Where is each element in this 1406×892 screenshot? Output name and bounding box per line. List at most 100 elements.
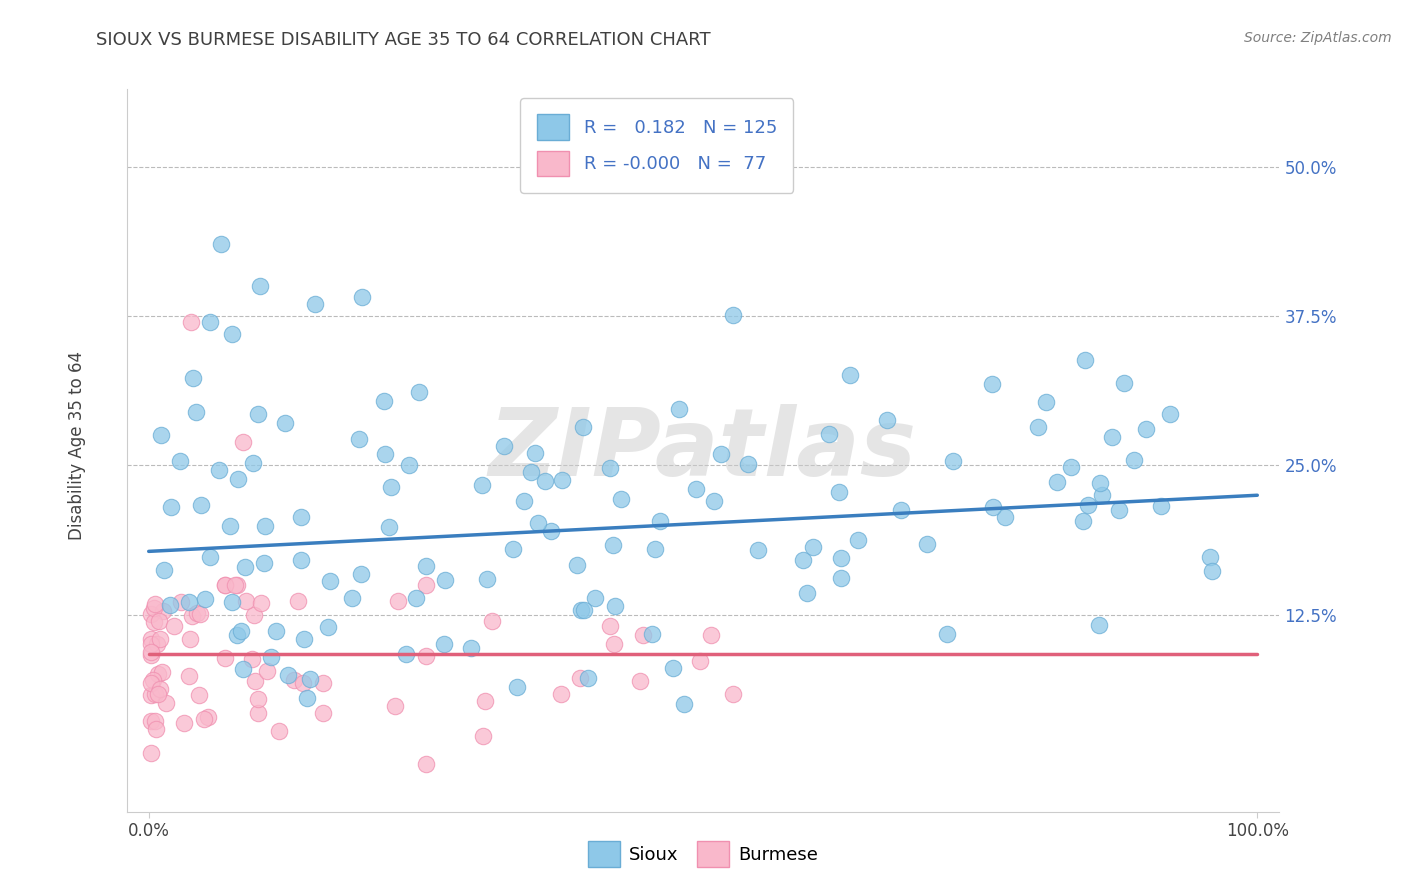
Legend: Sioux, Burmese: Sioux, Burmese bbox=[581, 834, 825, 874]
Point bbox=[1199, 550, 1222, 565]
Point bbox=[170, 595, 193, 609]
Point bbox=[242, 456, 264, 470]
Point bbox=[221, 595, 243, 609]
Point bbox=[193, 592, 215, 607]
Point bbox=[572, 420, 595, 434]
Point bbox=[256, 664, 278, 678]
Point bbox=[1077, 498, 1099, 512]
Point bbox=[981, 377, 1004, 392]
Point bbox=[232, 434, 254, 449]
Point bbox=[942, 453, 965, 467]
Point bbox=[567, 558, 589, 573]
Point bbox=[233, 560, 256, 574]
Point bbox=[387, 594, 409, 608]
Point bbox=[229, 624, 252, 638]
Point bbox=[180, 315, 202, 329]
Point bbox=[572, 603, 595, 617]
Point bbox=[139, 688, 162, 702]
Point bbox=[890, 503, 912, 517]
Point bbox=[347, 432, 370, 446]
Point bbox=[519, 465, 541, 479]
Point bbox=[830, 551, 852, 566]
Point bbox=[474, 694, 496, 708]
Point bbox=[1046, 475, 1069, 490]
Point bbox=[721, 308, 744, 322]
Point bbox=[226, 628, 249, 642]
Point bbox=[599, 618, 621, 632]
Point bbox=[139, 676, 162, 690]
Point bbox=[316, 620, 339, 634]
Point bbox=[1035, 395, 1057, 409]
Point bbox=[603, 637, 626, 651]
Point bbox=[648, 514, 671, 528]
Point bbox=[460, 641, 482, 656]
Point bbox=[818, 427, 841, 442]
Point bbox=[981, 500, 1004, 514]
Point bbox=[551, 474, 574, 488]
Point bbox=[576, 672, 599, 686]
Point bbox=[253, 557, 276, 571]
Point bbox=[433, 573, 456, 587]
Point bbox=[139, 648, 162, 662]
Point bbox=[312, 675, 335, 690]
Point bbox=[232, 662, 254, 676]
Point bbox=[374, 447, 396, 461]
Point bbox=[184, 405, 207, 419]
Point bbox=[143, 714, 166, 728]
Point bbox=[139, 645, 162, 659]
Point bbox=[1088, 618, 1111, 632]
Point bbox=[1114, 376, 1136, 390]
Point bbox=[304, 297, 326, 311]
Point bbox=[672, 698, 695, 712]
Point bbox=[631, 627, 654, 641]
Point bbox=[550, 687, 572, 701]
Point bbox=[1026, 420, 1049, 434]
Point bbox=[662, 661, 685, 675]
Point bbox=[177, 595, 200, 609]
Point bbox=[264, 624, 287, 638]
Point bbox=[846, 533, 869, 548]
Point bbox=[219, 518, 242, 533]
Point bbox=[283, 673, 305, 687]
Point bbox=[139, 607, 162, 621]
Point bbox=[828, 485, 851, 500]
Point bbox=[143, 600, 166, 615]
Point bbox=[703, 494, 725, 508]
Point bbox=[173, 716, 195, 731]
Point bbox=[415, 559, 437, 574]
Point bbox=[641, 627, 664, 641]
Point bbox=[569, 671, 592, 685]
Point bbox=[208, 463, 231, 477]
Point bbox=[245, 673, 267, 688]
Point bbox=[1091, 488, 1114, 502]
Point bbox=[1150, 499, 1173, 513]
Point bbox=[415, 578, 437, 592]
Point bbox=[246, 706, 269, 720]
Point bbox=[179, 669, 201, 683]
Text: ZIPatlas: ZIPatlas bbox=[489, 404, 917, 497]
Point bbox=[179, 632, 201, 647]
Point bbox=[408, 384, 430, 399]
Point bbox=[373, 393, 395, 408]
Point bbox=[839, 368, 862, 383]
Point bbox=[143, 598, 166, 612]
Point bbox=[163, 619, 186, 633]
Text: Disability Age 35 to 64: Disability Age 35 to 64 bbox=[69, 351, 86, 541]
Point bbox=[260, 650, 283, 665]
Text: Source: ZipAtlas.com: Source: ZipAtlas.com bbox=[1244, 31, 1392, 45]
Point bbox=[801, 540, 824, 554]
Point bbox=[747, 542, 769, 557]
Point bbox=[155, 696, 177, 710]
Point bbox=[193, 713, 215, 727]
Point bbox=[290, 553, 312, 567]
Point bbox=[994, 510, 1017, 524]
Point bbox=[737, 457, 759, 471]
Point bbox=[224, 578, 246, 592]
Point bbox=[139, 714, 162, 728]
Point bbox=[150, 665, 173, 680]
Point bbox=[148, 614, 170, 628]
Point bbox=[243, 607, 266, 622]
Point bbox=[225, 578, 247, 592]
Point bbox=[139, 632, 162, 647]
Point bbox=[471, 478, 494, 492]
